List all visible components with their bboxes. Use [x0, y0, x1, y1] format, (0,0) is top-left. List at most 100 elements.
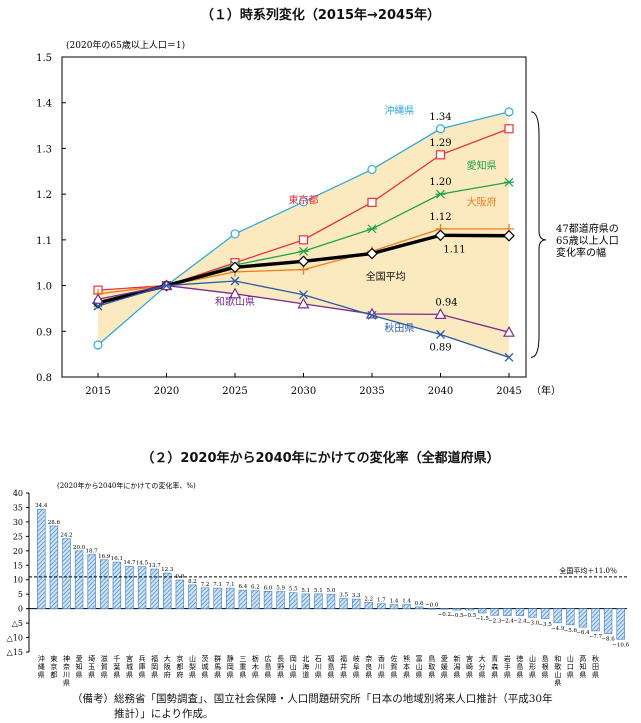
category-label: 宮崎県 [466, 654, 473, 679]
bar-value-label: −2.3 [488, 618, 502, 624]
bar-value-label: −2.4 [513, 619, 527, 625]
bar [540, 608, 550, 620]
series-name-label: 愛知県 [467, 159, 497, 172]
marker-square [367, 197, 377, 207]
bar-value-label: 14.7 [123, 560, 136, 566]
bar [251, 590, 260, 609]
bar [578, 608, 588, 628]
bar-value-label: 7.1 [213, 582, 222, 588]
marker-x [504, 352, 514, 362]
bar-value-label: −4.9 [551, 626, 565, 632]
marker-diamond [503, 229, 515, 242]
bar [263, 590, 273, 609]
y-tick-label: 30 [13, 518, 23, 527]
series-name-label: 秋田県 [384, 321, 414, 334]
y-tick-label: 0.9 [36, 327, 52, 338]
band-label: 65歳以上人口 [556, 235, 619, 247]
bar-value-label: 16.9 [98, 554, 111, 560]
bar [389, 604, 399, 609]
series-name-label: 全国平均 [366, 270, 406, 283]
bar [528, 608, 537, 618]
national-average-label: 全国平均＋11.0％ [559, 566, 617, 575]
bar [37, 508, 46, 609]
category-label: 京都府 [176, 654, 183, 679]
bar-value-label: 24.2 [60, 533, 72, 539]
series-name-label: 和歌山県 [215, 295, 255, 308]
bar-value-label: −3.0 [526, 620, 540, 626]
bar [200, 587, 210, 609]
bar [100, 559, 109, 609]
bar-value-label: 5.9 [276, 586, 285, 592]
y-tick-label: 1.4 [36, 99, 52, 110]
bar [377, 603, 386, 609]
bar [440, 608, 449, 610]
bar-value-label: −5.6 [564, 628, 578, 634]
category-label: 栃木県 [252, 654, 259, 679]
bar [125, 565, 134, 609]
bar [326, 593, 336, 609]
bar-value-label: 1.7 [377, 598, 386, 604]
marker-circle [298, 197, 309, 207]
band-label: 47都道府県の [556, 222, 619, 235]
bar-value-label: 1.4 [402, 599, 411, 605]
bar [364, 601, 373, 609]
y-tick-label: △5 [12, 619, 23, 628]
bar-value-label: −0.5 [463, 613, 477, 619]
category-label: 山梨県 [189, 654, 196, 679]
bar-value-label: −6.4 [576, 630, 590, 636]
bar [591, 608, 600, 632]
bar [238, 589, 248, 609]
bar-value-label: −0.5 [450, 613, 464, 619]
marker-x [162, 281, 171, 291]
x-tick-label: 2030 [291, 386, 316, 397]
category-label: 群馬県 [214, 654, 221, 679]
bar [301, 593, 311, 609]
category-label: 石川県 [315, 655, 322, 679]
bar [503, 608, 512, 616]
bar [402, 604, 411, 609]
marker-square [435, 150, 446, 160]
bar [74, 550, 84, 609]
bar-value-label: 6.4 [238, 584, 247, 590]
bar-value-label: 20.0 [73, 545, 86, 551]
category-label: 徳島県 [516, 654, 523, 679]
x-tick-label: 2045 [496, 386, 521, 397]
category-label: 愛知県 [76, 654, 83, 679]
band-label: 変化率の幅 [556, 246, 606, 259]
series-name-label: 沖縄県 [384, 104, 414, 117]
bar-value-label: −8.6 [601, 636, 615, 642]
marker-diamond [366, 247, 378, 260]
y-tick-label: 5 [18, 590, 23, 599]
bar-value-label: 2.2 [364, 596, 373, 602]
marker-triangle [228, 287, 242, 299]
category-label: 香川県 [378, 654, 385, 679]
data-label: 1.12 [429, 212, 451, 223]
bar [188, 584, 197, 609]
y-unit-label: (2020年から2040年にかけての変化率、%) [57, 481, 196, 490]
marker-x [230, 276, 240, 286]
bar-value-label: 3.5 [339, 593, 348, 599]
category-label: 茨城県 [202, 654, 209, 679]
category-label: 山形県 [529, 654, 536, 679]
bar [351, 598, 361, 609]
source-note-line2: 推計）」により作成。 [114, 708, 214, 720]
x-unit-label: （年） [531, 384, 561, 397]
y-tick-label: 1.2 [36, 190, 52, 201]
marker-x [367, 310, 377, 320]
marker-diamond [229, 261, 241, 274]
category-label: 大阪府 [164, 654, 171, 679]
category-label: 埼玉県 [88, 654, 95, 679]
bar-value-label: 3.3 [352, 593, 361, 599]
y-unit-label: (2020年の65歳以上人口＝1) [66, 39, 185, 51]
data-label: 0.94 [435, 297, 457, 308]
marker-diamond [297, 255, 310, 268]
category-label: 富山県 [416, 654, 423, 679]
bar [427, 608, 436, 610]
y-tick-label: 0.8 [36, 373, 52, 384]
bar [150, 568, 159, 609]
y-tick-label: 40 [13, 489, 23, 498]
category-label: 山口県 [567, 654, 574, 679]
category-label: 東京都 [50, 654, 57, 679]
plot-frame [61, 56, 527, 378]
marker-circle [367, 164, 377, 175]
